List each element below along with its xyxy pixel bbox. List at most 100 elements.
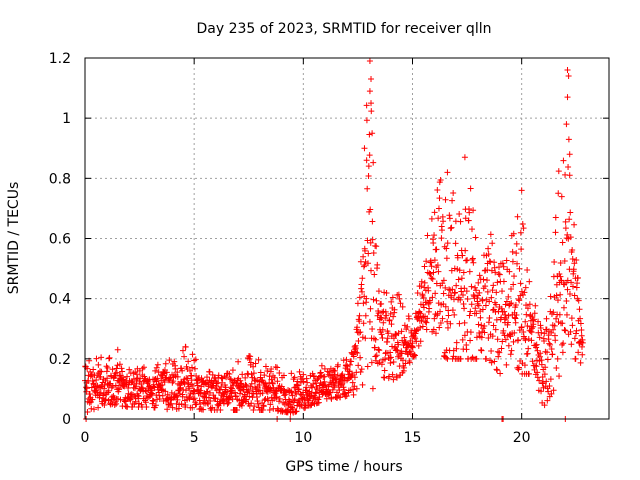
data-point	[536, 377, 543, 384]
data-point	[443, 245, 450, 252]
data-point	[486, 258, 493, 265]
data-point	[469, 354, 476, 361]
data-point	[223, 374, 230, 381]
data-point	[446, 215, 453, 222]
data-point	[393, 346, 400, 353]
data-point	[371, 344, 378, 351]
data-point	[443, 354, 450, 361]
data-point	[502, 301, 509, 308]
data-point	[467, 329, 474, 336]
data-point	[404, 323, 411, 330]
data-point	[271, 374, 278, 381]
data-point	[515, 336, 522, 343]
data-point	[472, 234, 479, 241]
data-point	[466, 209, 473, 216]
data-point	[437, 320, 444, 327]
data-point	[532, 302, 539, 309]
data-point	[449, 197, 456, 204]
data-point	[467, 337, 474, 344]
data-point	[475, 279, 482, 286]
data-point	[562, 327, 569, 334]
data-point	[389, 371, 396, 378]
data-point	[124, 373, 131, 380]
data-point	[102, 396, 109, 403]
data-point	[143, 403, 150, 410]
data-point	[485, 245, 492, 252]
data-point	[192, 356, 199, 363]
data-point	[179, 347, 186, 354]
data-point	[354, 324, 361, 331]
data-point	[548, 390, 555, 397]
data-point	[460, 300, 467, 307]
data-point	[512, 302, 519, 309]
data-point	[435, 215, 442, 222]
data-point	[406, 359, 413, 366]
data-point	[98, 368, 105, 375]
data-point	[189, 351, 196, 358]
data-point	[343, 356, 350, 363]
data-point	[91, 406, 98, 413]
data-point	[493, 366, 500, 373]
data-point	[417, 310, 424, 317]
data-point	[248, 380, 255, 387]
data-point	[557, 259, 564, 266]
data-point	[522, 318, 529, 325]
data-point	[106, 354, 113, 361]
data-point	[101, 385, 108, 392]
data-point	[142, 399, 149, 406]
data-point	[509, 258, 516, 265]
data-point	[457, 296, 464, 303]
data-point	[188, 364, 195, 371]
data-point	[367, 206, 374, 213]
data-point	[412, 335, 419, 342]
data-point	[453, 339, 460, 346]
data-point	[551, 322, 558, 329]
data-point	[574, 274, 581, 281]
data-point	[422, 318, 429, 325]
data-point	[314, 385, 321, 392]
data-point	[97, 368, 104, 375]
data-point	[328, 395, 335, 402]
data-point	[557, 273, 564, 280]
data-point	[473, 310, 480, 317]
data-point	[434, 312, 441, 319]
data-point	[565, 73, 572, 80]
data-point	[367, 305, 374, 312]
data-point	[326, 369, 333, 376]
data-point	[463, 288, 470, 295]
data-point	[396, 295, 403, 302]
data-point	[237, 390, 244, 397]
data-point	[132, 398, 139, 405]
data-point	[541, 330, 548, 337]
data-point	[365, 163, 372, 170]
data-point	[488, 347, 495, 354]
data-point	[430, 269, 437, 276]
data-point	[541, 402, 548, 409]
data-point	[516, 297, 523, 304]
data-point	[113, 369, 120, 376]
data-point	[567, 209, 574, 216]
data-point	[363, 102, 370, 109]
data-point	[499, 288, 506, 295]
data-point	[399, 303, 406, 310]
data-point	[575, 349, 582, 356]
data-point	[348, 370, 355, 377]
data-point	[250, 363, 257, 370]
data-point	[251, 403, 258, 410]
data-point	[366, 58, 373, 65]
data-point	[536, 334, 543, 341]
data-point	[573, 256, 580, 263]
data-point	[533, 363, 540, 370]
data-point	[494, 336, 501, 343]
data-point	[303, 384, 310, 391]
data-point	[162, 360, 169, 367]
data-point	[475, 321, 482, 328]
data-point	[473, 287, 480, 294]
data-point	[274, 378, 281, 385]
data-point	[546, 383, 553, 390]
data-point	[523, 302, 530, 309]
data-point	[449, 307, 456, 314]
data-point	[185, 394, 192, 401]
data-point	[268, 365, 275, 372]
data-point	[526, 370, 533, 377]
